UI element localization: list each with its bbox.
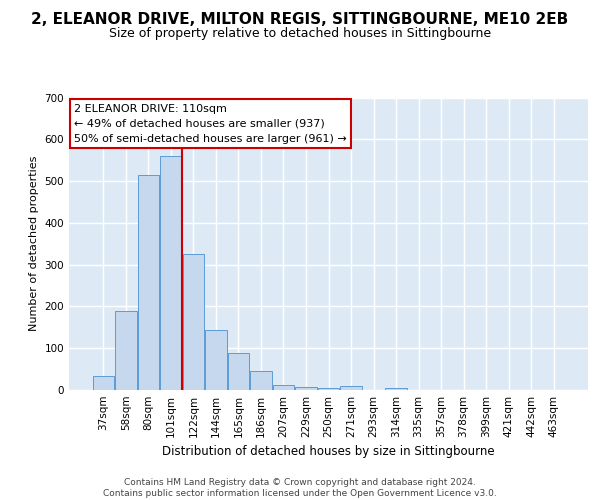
Bar [137,175,159,390]
Bar [273,384,294,390]
X-axis label: Distribution of detached houses by size in Sittingbourne: Distribution of detached houses by size … [162,446,495,458]
Bar [160,156,182,390]
Text: Contains HM Land Registry data © Crown copyright and database right 2024.
Contai: Contains HM Land Registry data © Crown c… [103,478,497,498]
Bar [340,386,362,390]
Text: Size of property relative to detached houses in Sittingbourne: Size of property relative to detached ho… [109,28,491,40]
Bar [318,388,339,390]
Bar [115,310,137,390]
Bar [205,330,227,390]
Bar [182,254,204,390]
Bar [228,353,249,390]
Bar [295,386,317,390]
Bar [92,376,114,390]
Y-axis label: Number of detached properties: Number of detached properties [29,156,39,332]
Text: 2, ELEANOR DRIVE, MILTON REGIS, SITTINGBOURNE, ME10 2EB: 2, ELEANOR DRIVE, MILTON REGIS, SITTINGB… [31,12,569,28]
Bar [385,388,407,390]
Bar [250,371,272,390]
Text: 2 ELEANOR DRIVE: 110sqm
← 49% of detached houses are smaller (937)
50% of semi-d: 2 ELEANOR DRIVE: 110sqm ← 49% of detache… [74,104,347,144]
